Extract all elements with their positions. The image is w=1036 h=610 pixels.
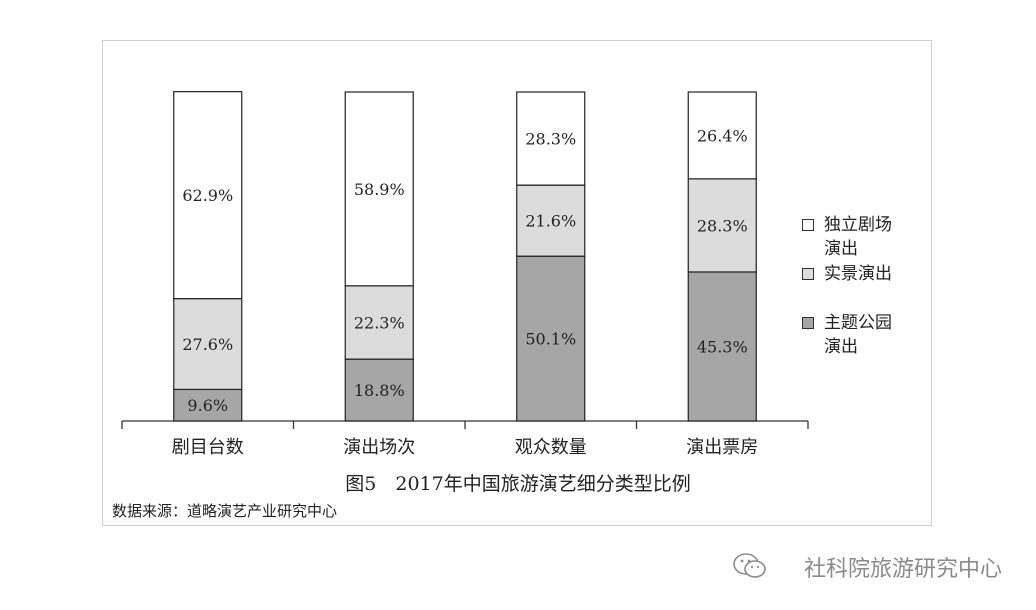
figure-caption: 图5 2017年中国旅游演艺细分类型比例	[345, 473, 691, 495]
bar-segment	[344, 285, 414, 360]
data-label: 27.6%	[182, 335, 233, 354]
wechat-icon	[733, 553, 766, 578]
x-tick-label: 演出场次	[343, 437, 415, 458]
legend-label-line2: 演出	[824, 337, 858, 357]
x-tick-label: 剧目台数	[172, 437, 244, 458]
legend-swatch	[802, 268, 814, 280]
data-label: 45.3%	[697, 337, 748, 356]
data-label: 62.9%	[182, 186, 233, 205]
legend-swatch	[802, 219, 814, 231]
legend-label: 主题公园	[824, 313, 892, 333]
data-label: 9.6%	[187, 396, 228, 415]
data-label: 28.3%	[697, 216, 748, 235]
x-tick-label: 观众数量	[515, 437, 587, 458]
bar-segment	[344, 358, 414, 422]
watermark: 社科院旅游研究中心	[803, 557, 1002, 582]
data-label: 28.3%	[525, 130, 576, 149]
bar-segment	[173, 388, 243, 422]
data-label: 18.8%	[354, 381, 405, 400]
legend-swatch	[802, 317, 814, 329]
data-source-note: 数据来源：道略演艺产业研究中心	[112, 502, 338, 520]
legend-label: 实景演出	[824, 264, 892, 284]
bar-segment	[344, 91, 414, 287]
data-label: 58.9%	[354, 180, 405, 199]
data-label: 22.3%	[354, 313, 405, 332]
bar-segment	[516, 91, 586, 186]
bar-segment	[687, 91, 757, 180]
bar-segment	[687, 178, 757, 273]
bar-segment	[687, 271, 757, 422]
data-label: 21.6%	[525, 212, 576, 231]
x-tick-label: 演出票房	[686, 437, 758, 458]
data-label: 50.1%	[525, 330, 576, 349]
bar-segment	[173, 91, 243, 300]
legend-label-line2: 演出	[824, 239, 858, 259]
legend-label: 独立剧场	[824, 215, 892, 235]
data-label: 26.4%	[697, 126, 748, 145]
bar-segment	[516, 255, 586, 422]
bar-segment	[516, 184, 586, 257]
